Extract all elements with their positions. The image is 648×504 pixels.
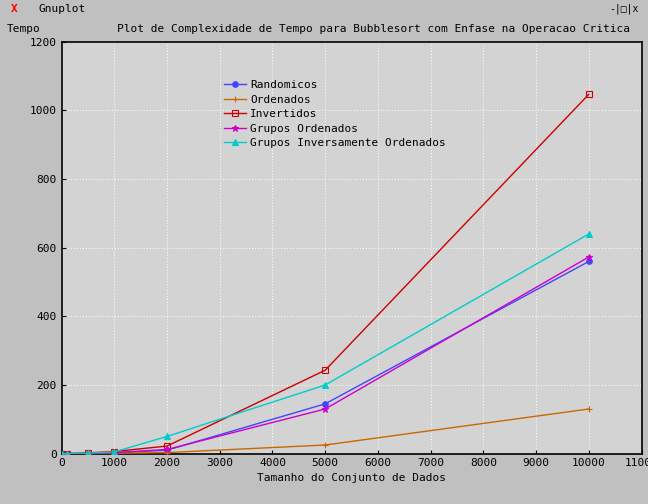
Text: Plot de Complexidade de Tempo para Bubblesort com Enfase na Operacao Critica: Plot de Complexidade de Tempo para Bubbl… xyxy=(117,24,630,34)
Legend: Randomicos, Ordenados, Invertidos, Grupos Ordenados, Grupos Inversamente Ordenad: Randomicos, Ordenados, Invertidos, Grupo… xyxy=(224,80,446,148)
Text: Tempo: Tempo xyxy=(6,24,40,34)
Text: Gnuplot: Gnuplot xyxy=(39,4,86,14)
Text: -|□|x: -|□|x xyxy=(609,4,638,14)
Text: X: X xyxy=(10,4,17,14)
X-axis label: Tamanho do Conjunto de Dados: Tamanho do Conjunto de Dados xyxy=(257,473,446,483)
